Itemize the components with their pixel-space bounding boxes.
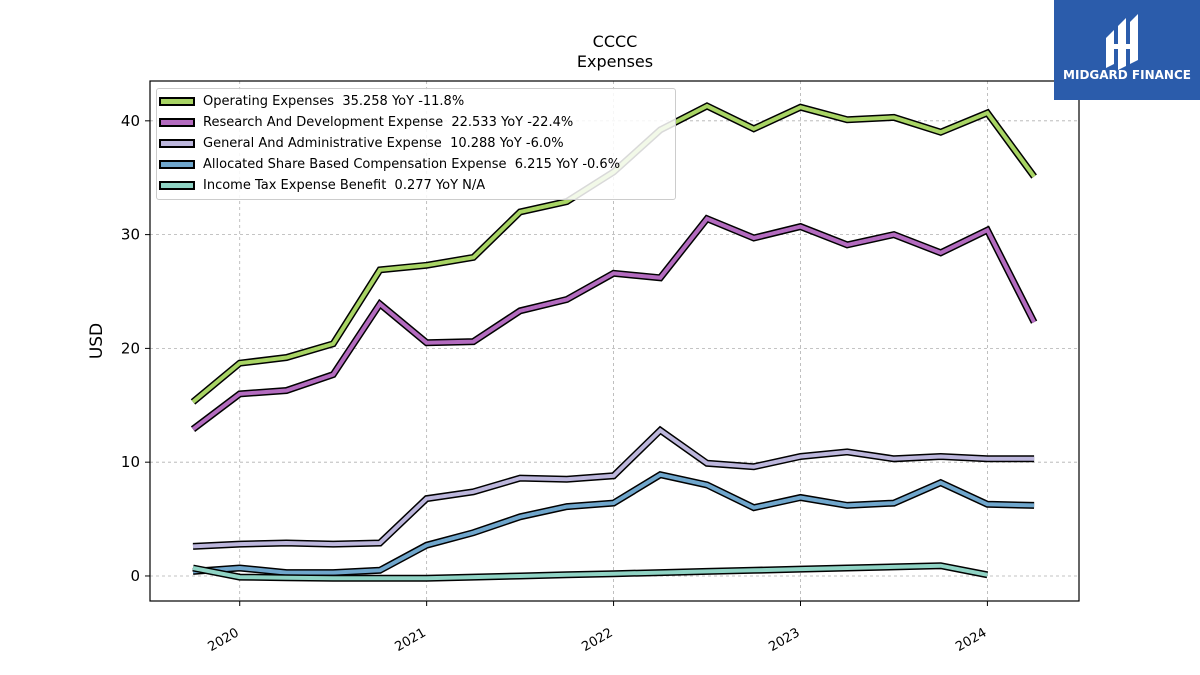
brand-mark-icon: [1106, 14, 1138, 70]
x-tick-label: 2020: [206, 625, 242, 655]
legend-swatch-operating-expenses: [159, 96, 195, 106]
legend-item-income-tax: Income Tax Expense Benefit 0.277 YoY N/A: [157, 175, 485, 195]
y-axis-label: USD: [87, 323, 107, 359]
x-tick-label: 2022: [579, 625, 615, 655]
series-line-3: [192, 472, 1035, 575]
brand-name: MIDGARD FINANCE: [1063, 68, 1191, 82]
legend-swatch-general-administrative: [159, 138, 195, 148]
y-tick-label: 30: [121, 226, 140, 244]
x-tick-label: 2024: [953, 625, 989, 655]
brand-logo: MIDGARD FINANCE: [1054, 0, 1200, 100]
legend-label: Allocated Share Based Compensation Expen…: [203, 156, 621, 172]
legend-label: Operating Expenses 35.258 YoY -11.8%: [203, 93, 465, 109]
series-line-2: [192, 427, 1035, 549]
x-axis-ticks: 2020 2021 2022 2023 2024: [206, 601, 989, 655]
legend-item-research-development: Research And Development Expense 22.533 …: [157, 112, 573, 132]
y-axis-ticks: 0 10 20 30 40: [121, 112, 150, 585]
legend: Operating Expenses 35.258 YoY -11.8% Res…: [156, 88, 676, 200]
legend-swatch-income-tax: [159, 180, 195, 190]
y-tick-label: 40: [121, 112, 140, 130]
series-line-4: [192, 563, 988, 581]
legend-label: Research And Development Expense 22.533 …: [203, 114, 574, 130]
legend-item-general-administrative: General And Administrative Expense 10.28…: [157, 133, 564, 153]
legend-item-operating-expenses: Operating Expenses 35.258 YoY -11.8%: [157, 91, 464, 111]
y-tick-label: 20: [121, 339, 140, 357]
y-tick-label: 0: [130, 567, 140, 585]
legend-item-share-based-compensation: Allocated Share Based Compensation Expen…: [157, 154, 620, 174]
x-tick-label: 2021: [392, 625, 428, 655]
y-tick-label: 10: [121, 453, 140, 471]
chart-title: CCCC: [592, 32, 638, 51]
legend-swatch-share-based-compensation: [159, 159, 195, 169]
chart-subtitle: Expenses: [576, 52, 654, 71]
plot-frame: [149, 80, 1080, 602]
legend-label: Income Tax Expense Benefit 0.277 YoY N/A: [203, 177, 486, 193]
x-tick-label: 2023: [766, 625, 802, 655]
series-line-1: [191, 216, 1036, 431]
legend-label: General And Administrative Expense 10.28…: [203, 135, 564, 151]
series-lines: [190, 102, 1038, 582]
legend-swatch-research-development: [159, 117, 195, 127]
